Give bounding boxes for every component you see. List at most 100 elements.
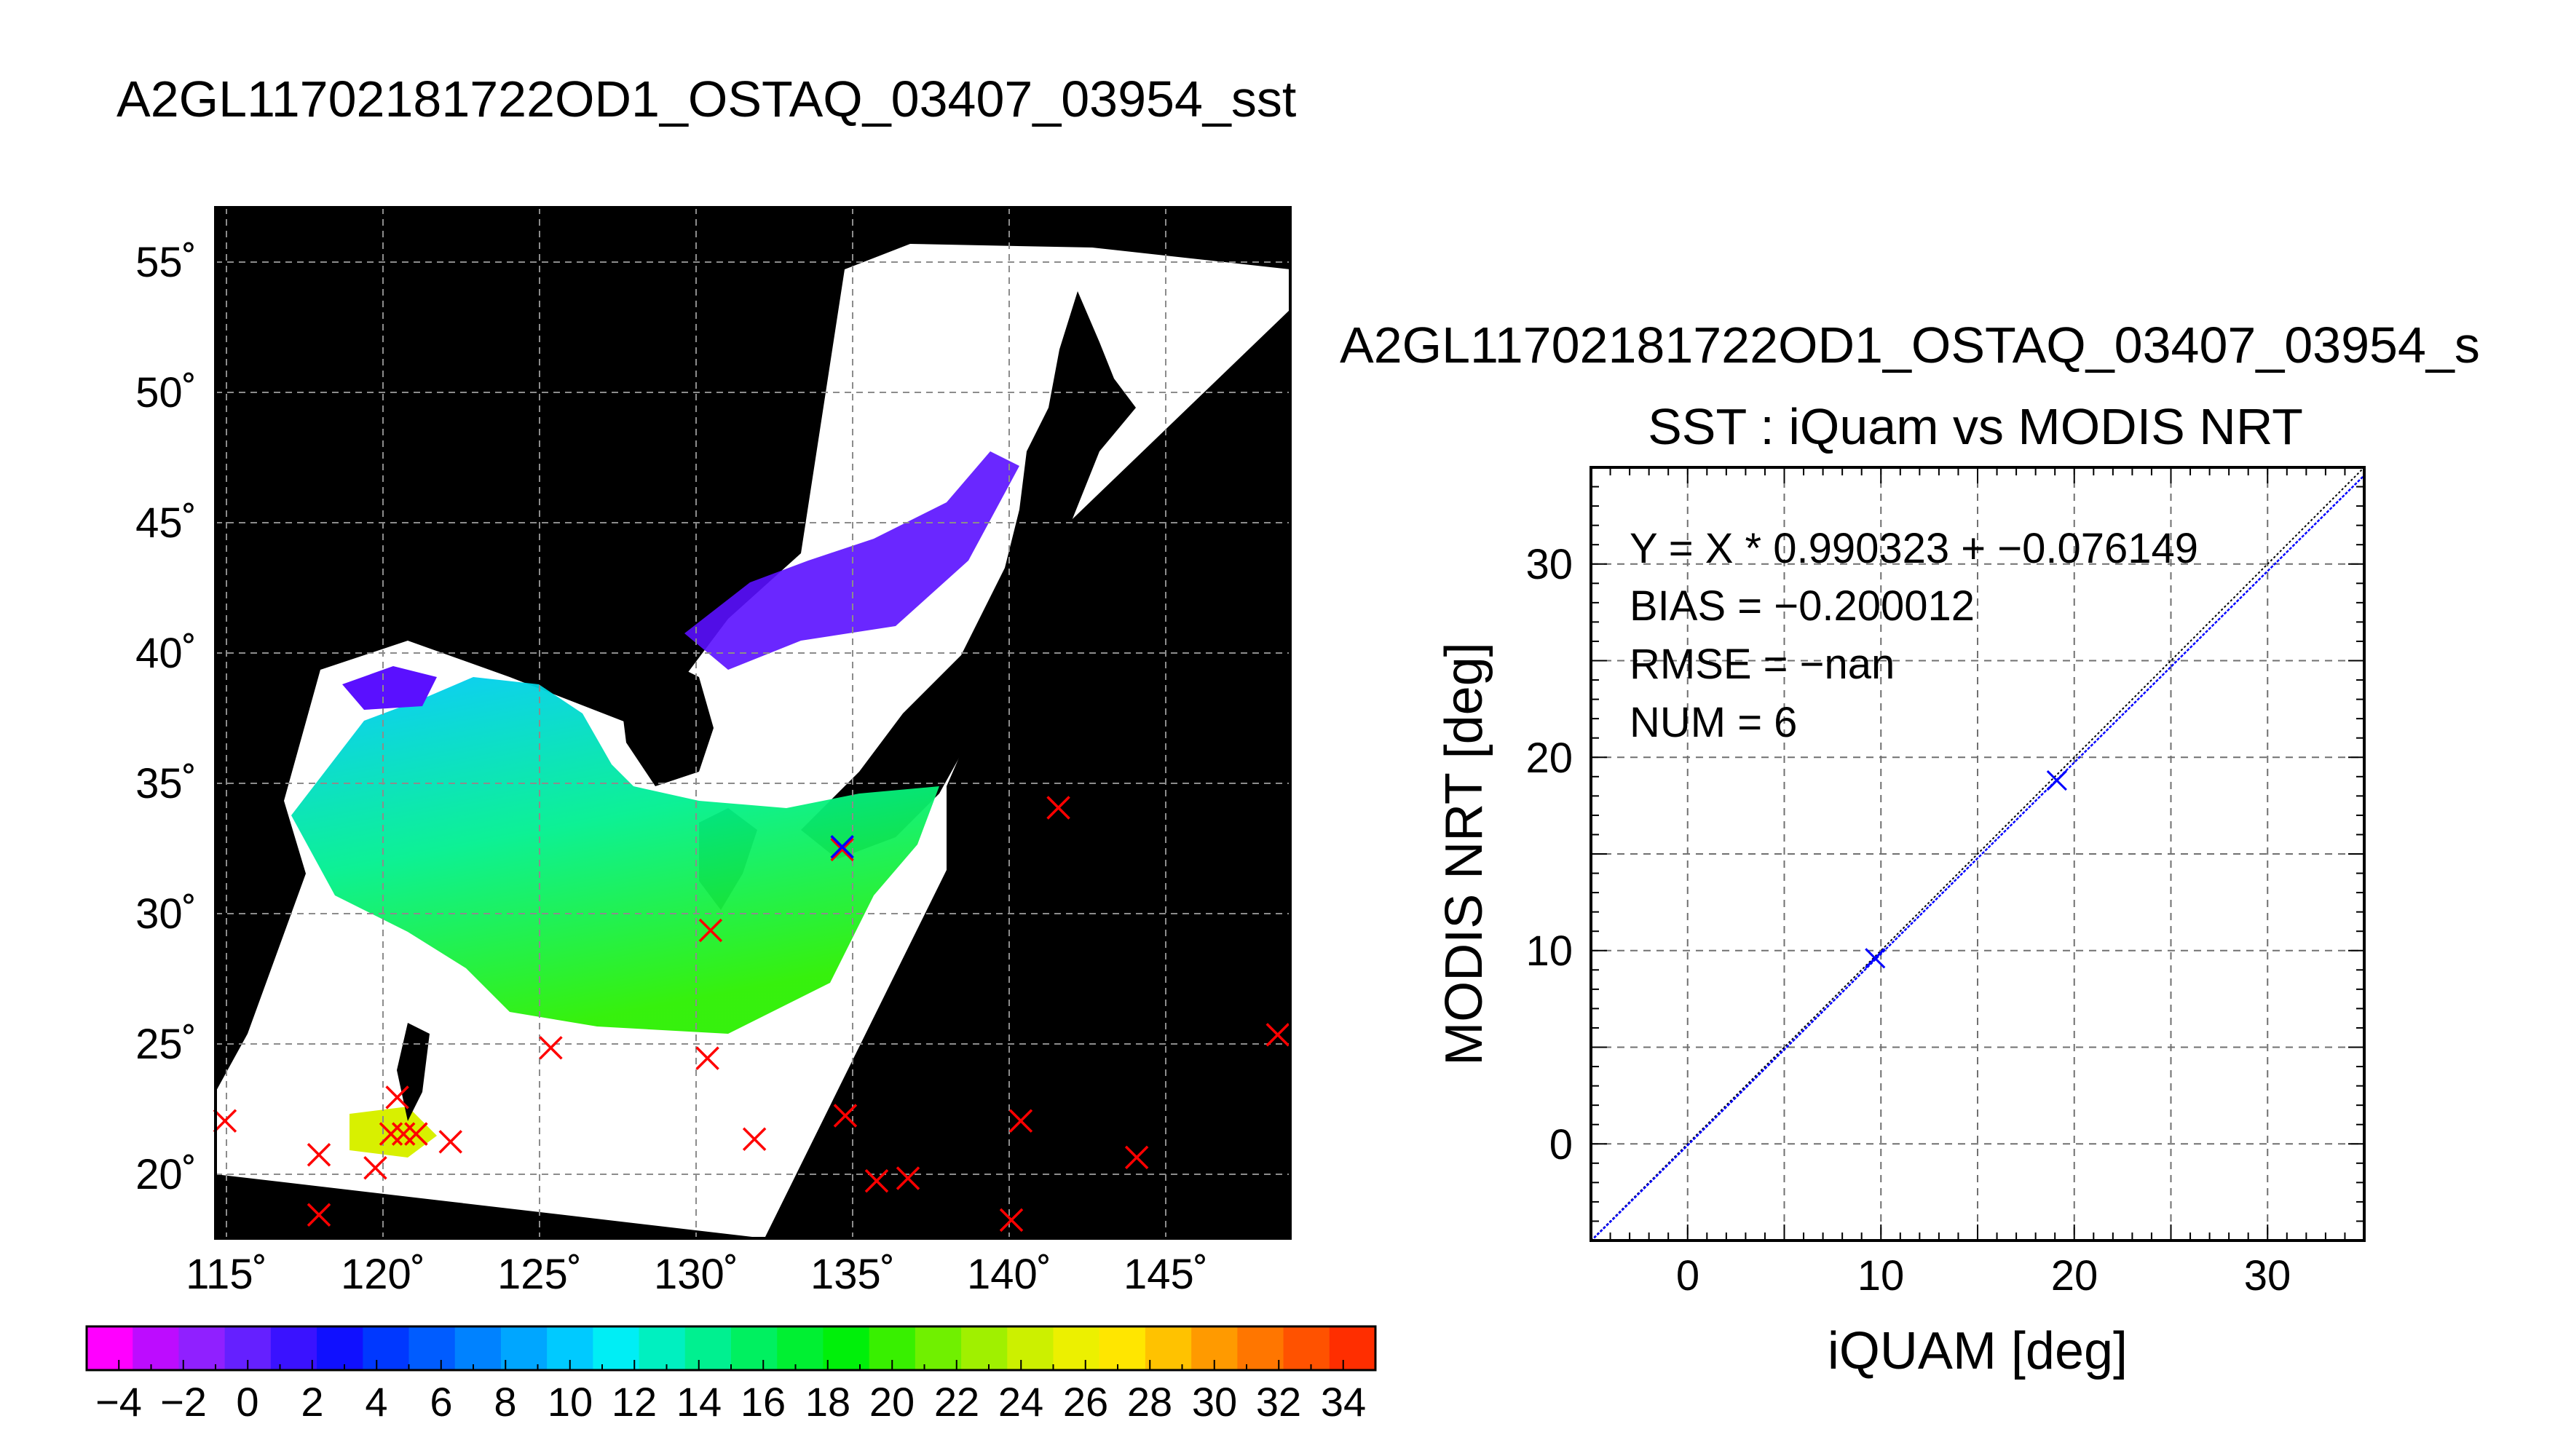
map-frame: [214, 206, 1292, 1240]
colorbar-tick-label: −2: [160, 1379, 207, 1425]
marker-stroke: [830, 837, 854, 862]
marker-stroke: [385, 1085, 409, 1109]
colorbar-tick-label: 32: [1256, 1379, 1301, 1425]
lon-tick-labels: 115˚ 120˚ 125˚ 130˚ 135˚ 140˚ 145˚: [186, 1251, 1208, 1298]
buoy-marker: [307, 1143, 331, 1167]
matched-buoy-marker: [830, 835, 854, 859]
regression-line: [1590, 475, 2365, 1242]
scatter-title: SST : iQuam vs MODIS NRT: [1648, 398, 2303, 455]
colorbar-tick-label: 20: [869, 1379, 915, 1425]
buoy-marker: [385, 1085, 409, 1109]
lat-tick-label: 55˚: [135, 239, 197, 286]
colorbar-cell: [363, 1326, 410, 1370]
marker-stroke: [1008, 1109, 1033, 1133]
map-grid: [216, 207, 1290, 1238]
colorbar-tick-label: 2: [301, 1379, 323, 1425]
buoy-marker: [1008, 1109, 1033, 1133]
data-point: [2046, 770, 2067, 791]
colorbar-cell: [1099, 1326, 1146, 1370]
scatter-y-tick-labels: 0 10 20 30: [1525, 541, 1573, 1168]
colorbar-cell: [961, 1326, 1008, 1370]
lat-tick-label: 45˚: [135, 499, 197, 547]
colorbar-cell: [1007, 1326, 1054, 1370]
colorbar-tick-label: 6: [430, 1379, 452, 1425]
colorbar-frame: [85, 1325, 1377, 1372]
lat-tick-labels: 20˚ 25˚ 30˚ 35˚ 40˚ 45˚ 50˚ 55˚: [135, 239, 197, 1198]
colorbar-cell: [1283, 1326, 1330, 1370]
y-tick-label: 20: [1525, 735, 1573, 782]
bohai-cold-patch: [342, 666, 437, 710]
colorbar-cell: [87, 1326, 133, 1370]
colorbar-cell: [1145, 1326, 1192, 1370]
marker-stroke: [363, 1155, 387, 1180]
marker-stroke: [695, 1046, 719, 1070]
rmse-value: RMSE = −nan: [1630, 641, 1895, 688]
korea-land: [619, 655, 714, 786]
marker-stroke: [1265, 1023, 1290, 1047]
colorbar-tick-label: 4: [365, 1379, 387, 1425]
sst-field: [291, 677, 939, 1034]
buoy-marker: [404, 1122, 428, 1146]
colorbar-cell: [593, 1326, 640, 1370]
buoy-markers: [213, 796, 1290, 1233]
scatter-points: [1865, 770, 2067, 969]
buoy-marker: [1046, 796, 1070, 820]
colorbar-cell: [1053, 1326, 1100, 1370]
colorbar-tick-labels: −4 −2 0 2 4 6 8 10 12 14 16 18 20 22 24 …: [95, 1379, 1366, 1425]
lat-tick-label: 30˚: [135, 890, 197, 938]
scatter-lines: [1590, 467, 2365, 1242]
data-point: [1865, 948, 1886, 969]
buoy-marker: [742, 1127, 767, 1152]
marker-stroke: [830, 835, 854, 859]
y-tick-label: 30: [1525, 541, 1573, 588]
colorbar-cell: [731, 1326, 778, 1370]
marker-stroke: [1865, 948, 1886, 969]
buoy-marker: [363, 1155, 387, 1180]
marker-stroke: [864, 1168, 889, 1193]
buoy-marker: [698, 918, 723, 943]
colorbar-cell: [777, 1326, 824, 1370]
map-panel: 20˚ 25˚ 30˚ 35˚ 40˚ 45˚ 50˚ 55˚ 115˚ 120…: [135, 206, 1292, 1298]
taiwan-land: [397, 1023, 430, 1121]
marker-stroke: [698, 918, 723, 943]
colorbar-cell: [823, 1326, 870, 1370]
colorbar-tick-label: 24: [998, 1379, 1043, 1425]
marker-stroke: [896, 1166, 920, 1190]
lat-tick-label: 40˚: [135, 630, 197, 677]
colorbar-tick-label: 8: [494, 1379, 516, 1425]
colorbar-tick-label: 34: [1321, 1379, 1366, 1425]
buoy-marker: [539, 1036, 563, 1060]
colorbar-cell: [178, 1326, 226, 1370]
buoy-marker: [438, 1130, 462, 1154]
lon-tick-label: 120˚: [341, 1251, 425, 1298]
scatter-frame: [1590, 466, 2366, 1242]
buoy-marker: [999, 1208, 1024, 1233]
lon-tick-label: 125˚: [497, 1251, 582, 1298]
colorbar: −4 −2 0 2 4 6 8 10 12 14 16 18 20 22 24 …: [85, 1325, 1377, 1425]
marker-stroke: [307, 1143, 331, 1167]
identity-line: [1590, 467, 2365, 1241]
marker-stroke: [438, 1130, 462, 1154]
scatter-panel: A2GL11702181722OD1_OSTAQ_03407_03954_s S…: [1340, 317, 2480, 1380]
colorbar-tick-label: 14: [676, 1379, 722, 1425]
bias-value: BIAS = −0.200012: [1630, 582, 1975, 630]
lon-tick-label: 140˚: [967, 1251, 1051, 1298]
buoy-marker: [1124, 1145, 1149, 1170]
colorbar-cell: [639, 1326, 686, 1370]
colorbar-cell: [1329, 1326, 1376, 1370]
marker-stroke: [391, 1122, 416, 1146]
colorbar-cell: [317, 1326, 363, 1370]
scatter-grid: [1591, 467, 2364, 1241]
marker-stroke: [213, 1109, 237, 1133]
colorbar-tick-label: 12: [612, 1379, 657, 1425]
marker-stroke: [539, 1036, 563, 1060]
map-title: A2GL11702181722OD1_OSTAQ_03407_03954_sst: [117, 71, 1296, 127]
lon-tick-label: 135˚: [810, 1251, 895, 1298]
lon-tick-label: 115˚: [186, 1251, 267, 1298]
colorbar-cell: [500, 1326, 548, 1370]
marker-stroke: [742, 1127, 767, 1152]
buoy-marker: [379, 1122, 403, 1146]
scatter-x-tick-labels: 0 10 20 30: [1676, 1252, 2291, 1299]
x-axis-label: iQUAM [deg]: [1828, 1322, 2128, 1380]
buoy-marker: [896, 1166, 920, 1190]
